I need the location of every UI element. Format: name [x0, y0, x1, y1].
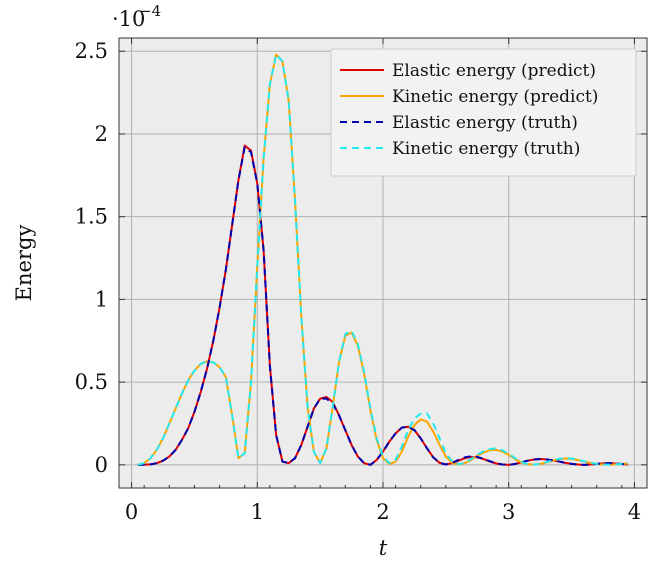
legend-label-2: Elastic energy (truth) — [392, 113, 578, 133]
legend-box — [330, 48, 637, 177]
tick-marks — [118, 38, 647, 488]
y-tick-label: 1.5 — [75, 205, 108, 229]
x-tick-label: 1 — [251, 500, 264, 524]
offset-label: ·10 −4 — [112, 2, 161, 31]
legend-label-3: Kinetic energy (truth) — [392, 139, 580, 159]
y-tick-label: 1 — [95, 287, 108, 311]
y-tick-label: 2.5 — [75, 39, 108, 63]
legend: Elastic energy (predict) Kinetic energy (… — [330, 48, 637, 177]
series-layer — [137, 53, 629, 466]
x-tick-label: 3 — [502, 500, 515, 524]
y-tick-label: 0 — [95, 453, 108, 477]
series-line-2 — [137, 146, 629, 466]
offset-label-exponent: −4 — [139, 2, 161, 20]
legend-label-1: Kinetic energy (predict) — [392, 87, 598, 107]
offset-label-base: ·10 — [112, 7, 145, 31]
tick-labels: 0 1 2 3 4 0 0.5 1 1.5 2 2.5 — [75, 39, 642, 524]
x-tick-label: 0 — [125, 500, 138, 524]
series-line-3 — [137, 53, 629, 466]
x-axis-label: t — [379, 536, 388, 560]
legend-label-0: Elastic energy (predict) — [392, 61, 596, 81]
x-tick-label: 4 — [628, 500, 641, 524]
y-tick-label: 2 — [95, 122, 108, 146]
y-tick-label: 0.5 — [75, 370, 108, 394]
x-tick-label: 2 — [376, 500, 389, 524]
y-axis-label: Energy — [12, 225, 36, 302]
